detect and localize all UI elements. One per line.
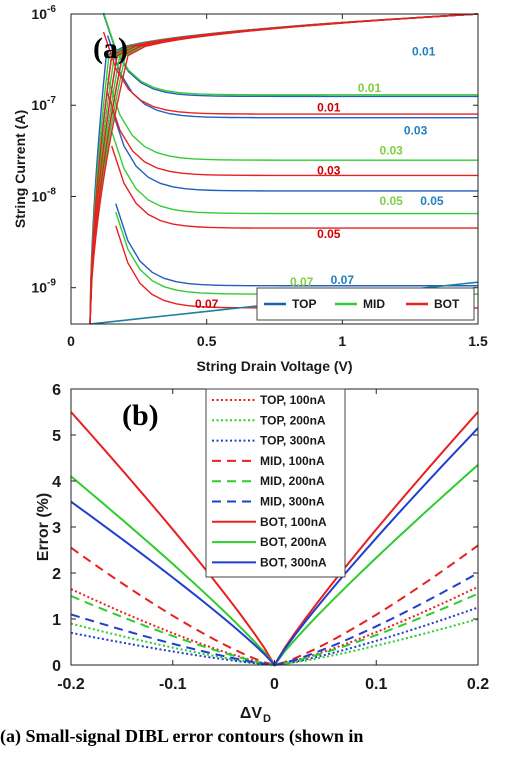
- panel-a-contour-label: 0.01: [317, 101, 341, 115]
- panel-a-contour-label: 0.01: [412, 45, 436, 59]
- figure-caption: (a) Small-signal DIBL error contours (sh…: [0, 726, 364, 746]
- panel-a-xlabel: String Drain Voltage (V): [196, 358, 352, 374]
- panel-b-xtick-label: 0.2: [467, 676, 489, 693]
- panel-b-xtick-label: -0.2: [57, 676, 85, 693]
- panel-a-xtick-label: 1: [338, 333, 346, 349]
- panel-a-contour-top: [111, 108, 478, 192]
- panel-a-ytick-label: 10: [31, 6, 47, 22]
- panel-a-curve-envelope: [89, 13, 479, 325]
- panel-b-legend-label: MID, 200nA: [260, 474, 325, 488]
- panel-b-xtick-label: 0.1: [365, 676, 387, 693]
- panel-b-ytick-label: 4: [52, 474, 61, 491]
- panel-a-legend-box: [256, 287, 475, 321]
- panel-b-ylabel: Error (%): [35, 493, 52, 561]
- panel-b-legend-label: BOT, 300nA: [260, 555, 327, 569]
- panel-b-legend-label: BOT, 200nA: [260, 535, 327, 549]
- panel-b-ytick-label: 5: [52, 428, 61, 445]
- panel-b-legend-box: [205, 388, 346, 578]
- panel-a-xtick-label: 1.5: [468, 333, 488, 349]
- panel-a: 0 0.5 1 1.510-910-810-710-6 (a) String Drai…: [12, 4, 488, 374]
- panel-a-ytick-exponent: -7: [47, 95, 56, 106]
- panel-b-xlabel: ΔV: [240, 705, 263, 722]
- panel-a-contour-mid: [111, 131, 478, 215]
- panel-a-legend-label: BOT: [434, 297, 460, 311]
- panel-a-contour-label: 0.03: [317, 163, 341, 177]
- panel-a-legend-label: MID: [363, 297, 385, 311]
- panel-a-ytick-exponent: -6: [47, 4, 56, 15]
- panel-b-series-line: [70, 606, 479, 667]
- panel-b-legend: TOP, 100nA TOP, 200nA TOP, 300nA MID, 100nA…: [205, 388, 346, 578]
- panel-b-ticks: -0.2 -0.1 0 0.1 0.2 0 1 2 3 4 5 6: [52, 382, 489, 693]
- panel-a-contour-labels: 0.010.010.010.030.030.030.05 0.050.050.07…: [195, 45, 444, 311]
- panel-b-xlabel-sub: D: [263, 713, 271, 725]
- panel-a-ytick-exponent: -9: [47, 278, 56, 289]
- panel-a-contour-mid: [106, 77, 478, 161]
- panel-b-legend-label: MID, 100nA: [260, 454, 325, 468]
- panel-a-tag: (a): [93, 32, 128, 65]
- panel-a-contour-label: 0.05: [420, 194, 444, 208]
- panel-a-contour-label: 0.03: [404, 123, 428, 137]
- panel-b-legend-label: TOP, 100nA: [260, 393, 326, 407]
- panel-a-contour-top: [106, 35, 479, 119]
- panel-a-xtick-label: 0: [67, 333, 75, 349]
- panel-a-ytick-exponent: -8: [47, 186, 56, 197]
- panel-a-ytick-label: 10: [31, 97, 47, 113]
- panel-a-contour-bot: [102, 31, 478, 115]
- panel-a-contour-top: [115, 203, 478, 287]
- panel-a-contour-label: 0.03: [379, 143, 403, 157]
- panel-a-legend-label: TOP: [292, 297, 316, 311]
- panel-a-contour-label: 0.05: [317, 227, 341, 241]
- figure: 0 0.5 1 1.510-910-810-710-6 (a) String Drai…: [12, 4, 489, 725]
- panel-a-contour-label: 0.01: [358, 81, 382, 95]
- panel-b-legend-label: TOP, 200nA: [260, 413, 326, 427]
- panel-b-ytick-label: 0: [52, 658, 61, 675]
- panel-b-ytick-label: 1: [52, 612, 61, 629]
- panel-a-ticks: 0 0.5 1 1.510-910-810-710-6: [31, 4, 488, 349]
- panel-a-ytick-label: 10: [31, 280, 47, 296]
- panel-a-contour-bot: [111, 145, 478, 229]
- panel-a-contour-label: 0.07: [290, 275, 314, 289]
- panel-a-contour-mid: [102, 12, 478, 96]
- panel-a-contour-label: 0.05: [379, 194, 403, 208]
- panel-b-legend-label: BOT, 100nA: [260, 515, 327, 529]
- panel-b-legend-label: TOP, 300nA: [260, 434, 326, 448]
- panel-a-contour-label: 0.07: [195, 297, 219, 311]
- panel-b-ytick-label: 3: [52, 520, 61, 537]
- panel-b-series-line: [70, 544, 479, 667]
- panel-b-ytick-label: 6: [52, 382, 61, 399]
- panel-a-legend: TOP MID BOT: [256, 287, 475, 321]
- panel-a-xtick-label: 0.5: [197, 333, 217, 349]
- panel-a-ytick-label: 10: [31, 188, 47, 204]
- panel-a-contour-top: [102, 14, 478, 98]
- panel-a-frame: [70, 13, 479, 325]
- panel-a-contour-bot: [106, 93, 478, 177]
- panel-a-contour-label: 0.07: [331, 273, 355, 287]
- panel-b-ytick-label: 2: [52, 566, 61, 583]
- panel-a-ylabel: String Current (A): [12, 110, 28, 228]
- panel-b-legend-label: MID, 300nA: [260, 495, 325, 509]
- panel-b-xtick-label: 0: [270, 676, 279, 693]
- panel-b-xtick-label: -0.1: [159, 676, 187, 693]
- panel-b-tag: (b): [122, 399, 159, 432]
